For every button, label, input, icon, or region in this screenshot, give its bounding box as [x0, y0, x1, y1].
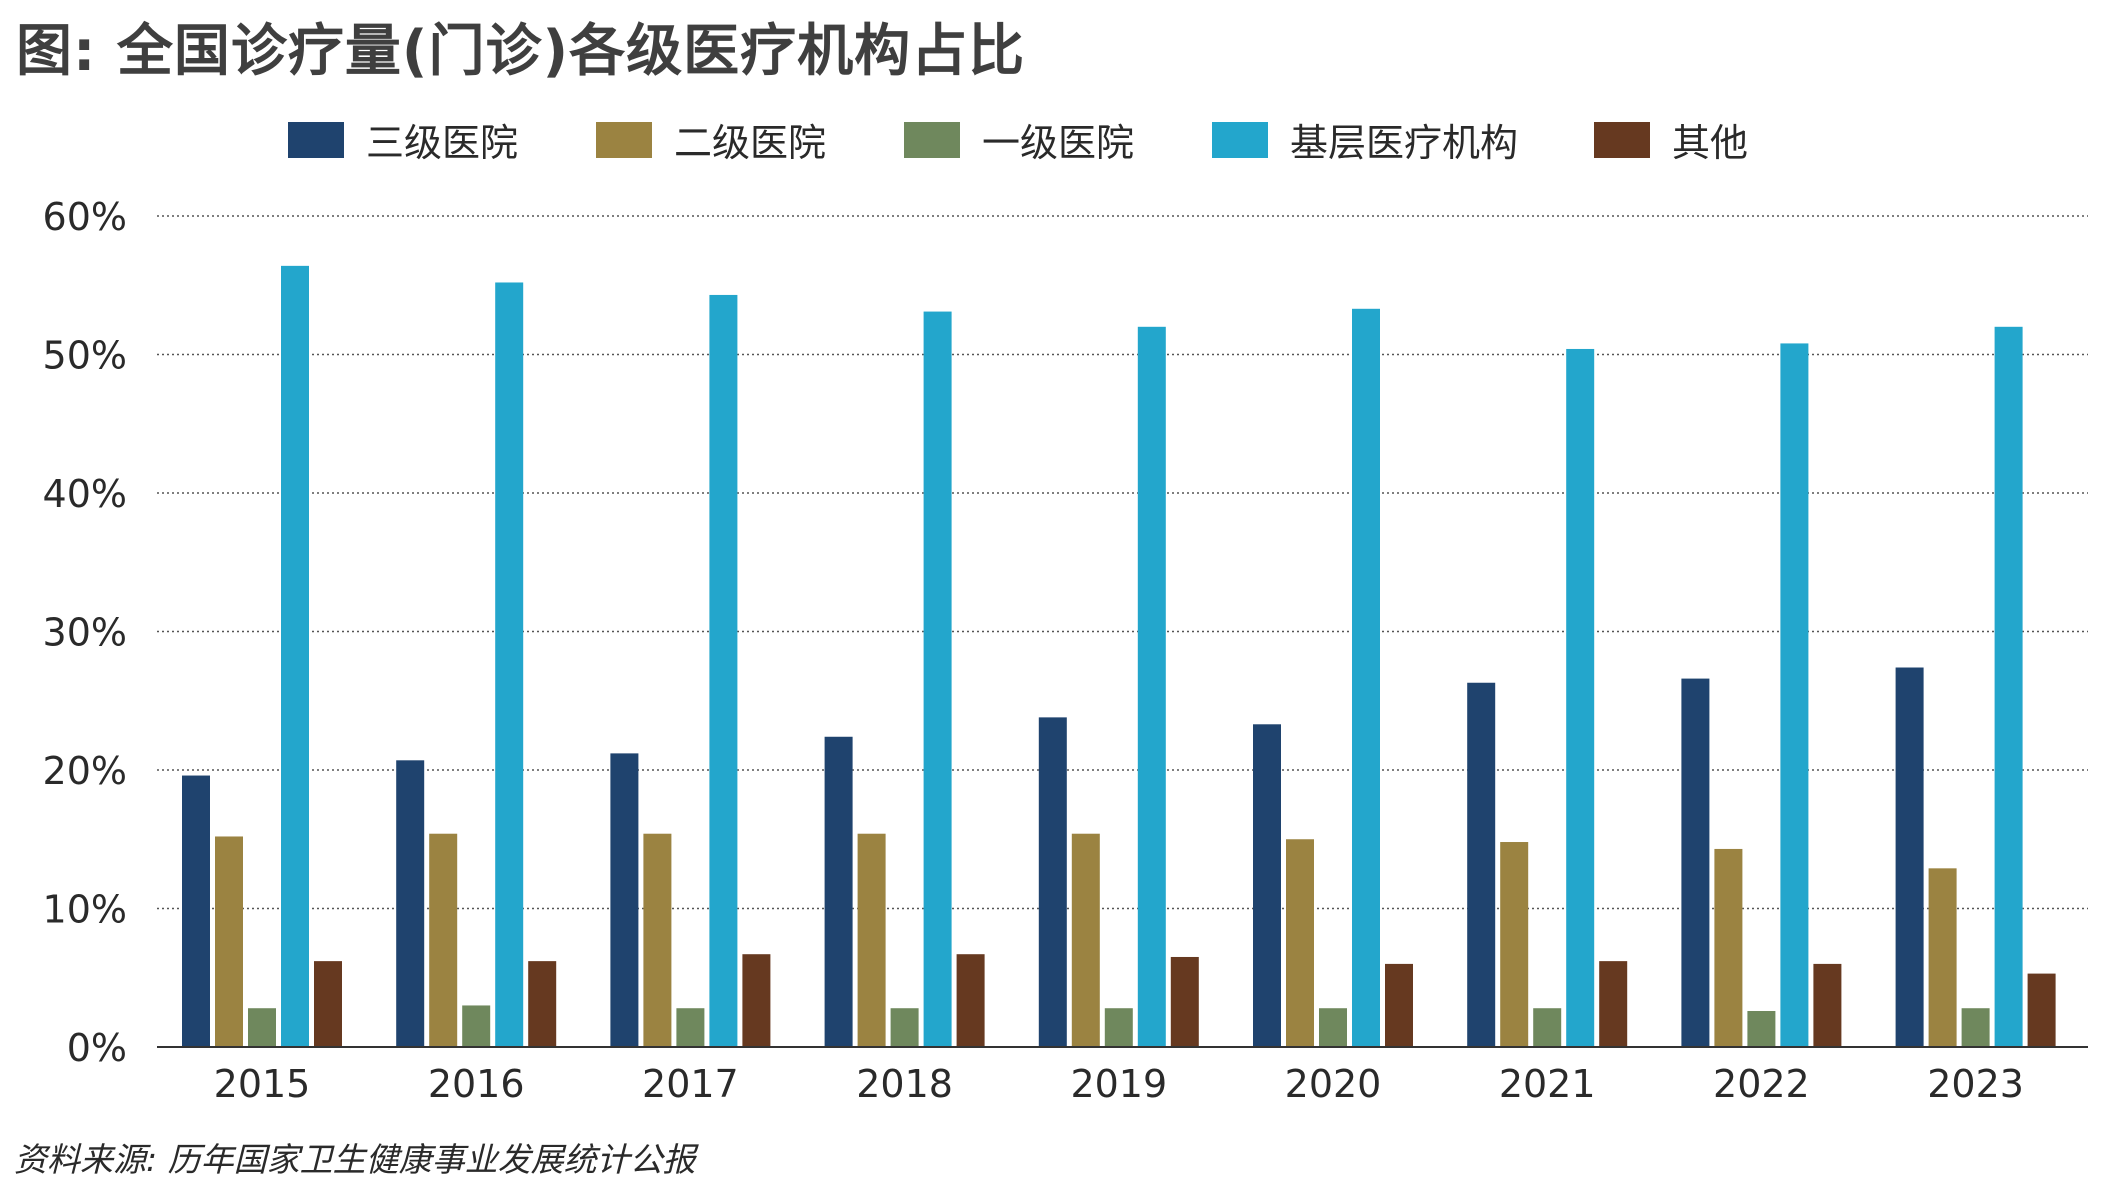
bar [742, 954, 771, 1047]
legend-item-tertiary: 三级医院 [288, 112, 518, 167]
legend-item-other: 其他 [1594, 112, 1748, 167]
y-tick-label: 60% [43, 195, 127, 239]
bar [1104, 1008, 1133, 1047]
legend-item-primary: 一级医院 [904, 112, 1134, 167]
bar [1286, 839, 1314, 1047]
y-tick-label: 40% [43, 472, 127, 516]
legend-swatch-grassroots [1212, 121, 1268, 158]
bar [956, 954, 985, 1047]
bar [1253, 724, 1281, 1047]
bar [1500, 842, 1529, 1047]
bar [215, 836, 243, 1047]
bar [1780, 343, 1809, 1047]
legend-label-tertiary: 三级医院 [366, 121, 519, 165]
bar [281, 265, 309, 1047]
bar [2027, 973, 2056, 1047]
legend-label-grassroots: 基层医疗机构 [1290, 121, 1519, 165]
legend-label-secondary: 二级医院 [674, 121, 827, 165]
x-tick-label: 2016 [428, 1062, 525, 1106]
legend-label-primary: 一级医院 [982, 121, 1135, 165]
chart-title: 图: 全国诊疗量(门诊)各级医疗机构占比 [16, 19, 1026, 84]
bar [1895, 667, 1924, 1047]
legend-label-other: 其他 [1672, 121, 1749, 165]
bar [824, 736, 853, 1047]
bar [923, 311, 952, 1047]
bar [1747, 1010, 1776, 1047]
source-note: 资料来源: 历年国家卫生健康事业发展统计公报 [14, 1140, 696, 1179]
bar [1994, 326, 2023, 1047]
bar [1961, 1008, 1990, 1047]
bar [528, 961, 557, 1047]
bar [1467, 682, 1496, 1047]
bar [709, 294, 738, 1047]
x-tick-label: 2015 [214, 1062, 311, 1106]
legend-swatch-other [1594, 121, 1650, 158]
bar [1038, 717, 1067, 1047]
x-tick-label: 2017 [642, 1062, 739, 1106]
legend-item-secondary: 二级医院 [596, 112, 826, 167]
legend-item-grassroots: 基层医疗机构 [1212, 112, 1518, 167]
x-tick-label: 2020 [1285, 1062, 1382, 1106]
legend: 三级医院 二级医院 一级医院 基层医疗机构 其他 [0, 112, 2108, 172]
bar [1928, 868, 1957, 1047]
bar [1170, 956, 1199, 1047]
bar [1385, 963, 1413, 1047]
y-tick-label: 10% [43, 888, 127, 932]
legend-swatch-secondary [596, 121, 652, 158]
bar [429, 833, 458, 1047]
bar [1714, 848, 1743, 1047]
bar [1681, 678, 1710, 1047]
bar [676, 1008, 705, 1047]
bar [396, 760, 425, 1047]
bar [857, 833, 886, 1047]
legend-swatch-primary [904, 121, 960, 158]
bar [314, 961, 342, 1047]
y-tick-label: 30% [43, 611, 127, 655]
bar [495, 282, 524, 1048]
x-tick-label: 2019 [1070, 1062, 1167, 1106]
bar [1352, 308, 1380, 1047]
bar [1813, 963, 1842, 1047]
bar [462, 1005, 491, 1047]
bar [890, 1008, 919, 1047]
y-tick-label: 20% [43, 749, 127, 793]
x-tick-label: 2023 [1927, 1062, 2024, 1106]
bar [1566, 348, 1595, 1048]
bar [248, 1008, 276, 1047]
bar [610, 753, 639, 1047]
bar [1533, 1008, 1562, 1047]
x-tick-label: 2018 [856, 1062, 953, 1106]
bar [182, 775, 210, 1047]
bar [1071, 833, 1100, 1047]
bar [643, 833, 672, 1047]
bar [1319, 1008, 1347, 1047]
y-tick-label: 50% [43, 334, 127, 378]
x-tick-label: 2022 [1713, 1062, 1810, 1106]
bar [1599, 961, 1628, 1047]
x-tick-label: 2021 [1499, 1062, 1596, 1106]
bar [1137, 326, 1166, 1047]
y-tick-label: 0% [67, 1026, 127, 1070]
legend-swatch-tertiary [288, 121, 344, 158]
